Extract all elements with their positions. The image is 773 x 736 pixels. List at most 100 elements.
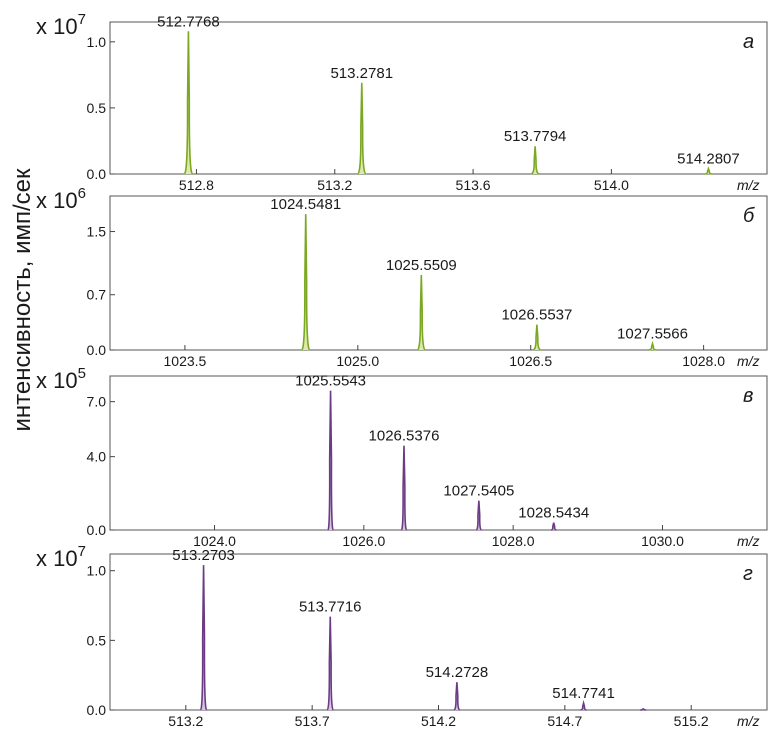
peak-line [326, 616, 335, 711]
peak-label: 1026.5537 [501, 307, 572, 324]
spectrum-panel-2: x 106 0.0 0.7 1.5 1023.5 1025.0 1026.5 1028.0 m/… [36, 185, 768, 369]
x-axis-label: m/z [737, 353, 760, 369]
peak-fill [532, 324, 541, 350]
y-tick-label: 4.0 [87, 449, 107, 465]
y-tick-label: 0.7 [87, 287, 107, 303]
x-tick-label: 1028.0 [492, 533, 535, 549]
y-scale-exponent: 6 [78, 185, 86, 202]
peak-label: 1025.5509 [386, 257, 457, 274]
panel-letter: а [743, 31, 754, 53]
peak-fill [184, 31, 193, 175]
peak-line [453, 682, 461, 711]
x-tick-label: 1025.0 [336, 353, 379, 369]
y-tick-label: 1.5 [87, 224, 107, 240]
peak-fill [453, 682, 460, 710]
peak-fill [530, 146, 540, 174]
y-tick-label: 1.0 [87, 563, 107, 579]
x-tick-label: 1026.5 [509, 353, 552, 369]
y-scale-factor: x 106 [36, 185, 86, 213]
x-tick-label: 1023.5 [164, 353, 207, 369]
peak-line [183, 31, 194, 175]
peak-label: 1025.5543 [295, 373, 366, 390]
peak-label: 1027.5405 [443, 483, 514, 500]
y-tick-label: 7.0 [87, 394, 107, 410]
y-scale-prefix: x 10 [36, 188, 78, 213]
peak-label: 513.7716 [299, 599, 362, 616]
peak-fill [580, 703, 587, 710]
peak-fill [327, 616, 334, 710]
spectrum-panel-1: x 107 0.0 0.5 1.0 512.8 513.2 513.6 514.0 m/z а 51… [36, 11, 768, 193]
peak-fill [327, 390, 334, 530]
peak-label: 1026.5376 [369, 428, 440, 445]
x-tick-label: 513.6 [456, 177, 491, 193]
y-scale-prefix: x 10 [36, 546, 78, 571]
y-scale-factor: x 107 [36, 543, 86, 571]
y-scale-exponent: 5 [78, 365, 86, 382]
peak-line [532, 324, 542, 351]
peak-line [704, 166, 713, 175]
y-scale-prefix: x 10 [36, 368, 78, 393]
peak-label: 1024.5481 [270, 196, 341, 213]
spectrum-panel-4: x 107 0.0 0.5 1.0 513.2 513.7 514.2 514.7 515.2 m… [36, 543, 768, 729]
spectrum-panel-3: x 105 0.0 4.0 7.0 1024.0 1026.0 1028.0 1030.0 m/… [36, 365, 768, 549]
peak-line [400, 445, 408, 531]
peak-line [356, 82, 367, 175]
y-axis-label: интенсивность, имп/сек [9, 168, 36, 431]
x-tick-label: 513.7 [295, 713, 330, 729]
peak-fill [551, 522, 557, 530]
peak-line [580, 699, 587, 711]
x-tick-label: 514.0 [594, 177, 629, 193]
peak-label: 1027.5566 [617, 326, 688, 343]
y-tick-label: 0.5 [87, 100, 107, 116]
y-scale-factor: x 105 [36, 365, 86, 393]
peak-fill [200, 565, 207, 710]
y-tick-label: 0.0 [87, 522, 107, 538]
y-tick-label: 1.0 [87, 34, 107, 50]
x-tick-label: 1030.0 [641, 533, 684, 549]
x-tick-label: 1026.0 [342, 533, 385, 549]
peak-line [327, 390, 334, 531]
peak-fill [417, 274, 426, 350]
panel-letter: в [743, 385, 753, 407]
peak-line [648, 340, 657, 351]
plot-frame [109, 553, 768, 711]
y-scale-prefix: x 10 [36, 14, 78, 39]
x-tick-label: 513.2 [317, 177, 352, 193]
peak-fill [357, 82, 366, 174]
peak-label: 514.2728 [426, 664, 489, 681]
x-tick-label: 1028.0 [682, 353, 725, 369]
y-scale-exponent: 7 [78, 11, 86, 28]
plot-frame [109, 195, 768, 351]
peak-label: 512.7768 [157, 13, 220, 30]
x-tick-label: 513.2 [168, 713, 203, 729]
peak-label: 514.7741 [552, 685, 615, 702]
x-tick-label: 515.2 [674, 713, 709, 729]
peak-label: 513.2781 [330, 65, 393, 82]
peak-label: 513.7794 [504, 128, 567, 145]
x-tick-label: 514.2 [421, 713, 456, 729]
peak-label: 1028.5434 [518, 505, 589, 522]
plot-frame [109, 21, 768, 175]
plot-frame [109, 375, 768, 531]
peak-fill [476, 500, 482, 530]
peak-fill [301, 214, 310, 350]
y-tick-label: 0.5 [87, 632, 107, 648]
y-scale-factor: x 107 [36, 11, 86, 39]
peak-fill [704, 168, 713, 174]
peak-fill [648, 343, 657, 350]
y-tick-label: 0.0 [87, 342, 107, 358]
x-tick-label: 1024.0 [193, 533, 236, 549]
peak-line [640, 707, 647, 711]
peak-line [199, 565, 208, 711]
peak-fill [401, 445, 407, 530]
panel-letter: г [743, 563, 753, 585]
peak-line [530, 146, 540, 175]
x-axis-label: m/z [737, 533, 760, 549]
peak-label: 514.2807 [677, 151, 740, 168]
peak-line [475, 500, 482, 531]
y-tick-label: 0.0 [87, 166, 107, 182]
panel-letter: б [743, 205, 755, 227]
x-axis-label: m/z [737, 713, 760, 729]
